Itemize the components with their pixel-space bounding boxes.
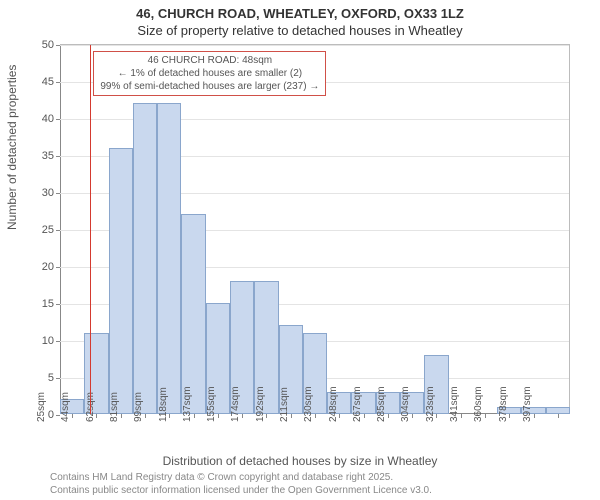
xtick-label: 99sqm [133, 392, 144, 422]
xtick-label: 174sqm [230, 386, 241, 422]
histogram-bar [109, 148, 133, 414]
xtick-label: 118sqm [158, 387, 169, 422]
xtick-mark [339, 414, 340, 418]
xtick-label: 267sqm [352, 386, 363, 422]
xtick-label: 230sqm [303, 386, 314, 422]
xtick-mark [485, 414, 486, 418]
xtick-label: 81sqm [109, 392, 120, 422]
page-subtitle: Size of property relative to detached ho… [0, 23, 600, 40]
ytick-label: 15 [42, 298, 54, 310]
gridline [60, 45, 569, 46]
xtick-mark [121, 414, 122, 418]
xtick-mark [242, 414, 243, 418]
ytick-label: 10 [42, 335, 54, 347]
chart: 0510152025303540455025sqm44sqm62sqm81sqm… [60, 44, 570, 414]
xtick-mark [364, 414, 365, 418]
xtick-mark [436, 414, 437, 418]
histogram-bar [546, 407, 570, 414]
xtick-label: 44sqm [60, 392, 71, 422]
ytick-label: 25 [42, 224, 54, 236]
ytick-mark [56, 267, 60, 268]
xtick-label: 211sqm [279, 387, 290, 422]
xtick-mark [509, 414, 510, 418]
callout-line: 46 CHURCH ROAD: 48sqm [100, 54, 319, 67]
xtick-label: 137sqm [182, 386, 193, 422]
xtick-label: 248sqm [328, 386, 339, 422]
xtick-label: 304sqm [400, 386, 411, 422]
ytick-label: 30 [42, 187, 54, 199]
xtick-mark [218, 414, 219, 418]
ytick-label: 45 [42, 76, 54, 88]
xtick-label: 25sqm [36, 392, 47, 422]
histogram-bar [133, 103, 157, 414]
ytick-label: 50 [42, 39, 54, 51]
xtick-label: 155sqm [206, 386, 217, 422]
ytick-label: 40 [42, 113, 54, 125]
xtick-mark [461, 414, 462, 418]
ytick-mark [56, 156, 60, 157]
xtick-label: 360sqm [473, 386, 484, 422]
callout-line: ← 1% of detached houses are smaller (2) [100, 67, 319, 80]
xtick-label: 285sqm [376, 386, 387, 422]
page-title: 46, CHURCH ROAD, WHEATLEY, OXFORD, OX33 … [0, 6, 600, 23]
ytick-mark [56, 193, 60, 194]
x-axis-label: Distribution of detached houses by size … [0, 454, 600, 468]
xtick-label: 378sqm [498, 386, 509, 422]
xtick-mark [315, 414, 316, 418]
ytick-label: 5 [48, 372, 54, 384]
callout-line: 99% of semi-detached houses are larger (… [100, 80, 319, 93]
ytick-label: 0 [48, 409, 54, 421]
xtick-mark [96, 414, 97, 418]
attribution-line: Contains HM Land Registry data © Crown c… [50, 472, 432, 485]
xtick-mark [412, 414, 413, 418]
ytick-mark [56, 378, 60, 379]
y-axis-label: Number of detached properties [5, 65, 19, 230]
xtick-mark [266, 414, 267, 418]
xtick-mark [72, 414, 73, 418]
attribution-line: Contains public sector information licen… [50, 485, 432, 498]
histogram-bar [157, 103, 181, 414]
xtick-label: 397sqm [522, 386, 533, 422]
xtick-mark [145, 414, 146, 418]
xtick-mark [388, 414, 389, 418]
xtick-mark [194, 414, 195, 418]
callout-box: 46 CHURCH ROAD: 48sqm← 1% of detached ho… [93, 51, 326, 96]
xtick-label: 192sqm [255, 386, 266, 422]
histogram-bar [181, 214, 205, 414]
ytick-mark [56, 45, 60, 46]
xtick-mark [558, 414, 559, 418]
ytick-label: 35 [42, 150, 54, 162]
marker-line [90, 45, 91, 414]
ytick-mark [56, 82, 60, 83]
ytick-mark [56, 119, 60, 120]
ytick-mark [56, 304, 60, 305]
xtick-mark [169, 414, 170, 418]
attribution: Contains HM Land Registry data © Crown c… [50, 472, 432, 497]
xtick-mark [291, 414, 292, 418]
xtick-label: 323sqm [425, 386, 436, 422]
xtick-mark [534, 414, 535, 418]
ytick-label: 20 [42, 261, 54, 273]
ytick-mark [56, 230, 60, 231]
xtick-label: 341sqm [449, 386, 460, 422]
plot-area: 0510152025303540455025sqm44sqm62sqm81sqm… [60, 44, 570, 414]
ytick-mark [56, 341, 60, 342]
